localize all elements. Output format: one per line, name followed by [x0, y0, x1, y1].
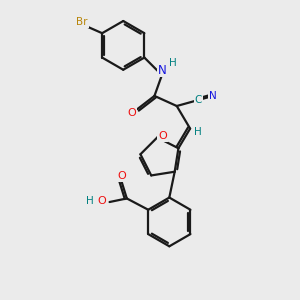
Text: N: N: [158, 64, 167, 76]
Text: O: O: [97, 196, 106, 206]
Text: N: N: [209, 91, 217, 101]
Text: C: C: [194, 95, 202, 105]
Text: O: O: [128, 108, 136, 118]
Text: H: H: [194, 127, 202, 137]
Text: O: O: [118, 171, 126, 181]
Text: Br: Br: [76, 17, 88, 27]
Text: H: H: [86, 196, 94, 206]
Text: O: O: [158, 131, 167, 141]
Text: H: H: [169, 58, 177, 68]
